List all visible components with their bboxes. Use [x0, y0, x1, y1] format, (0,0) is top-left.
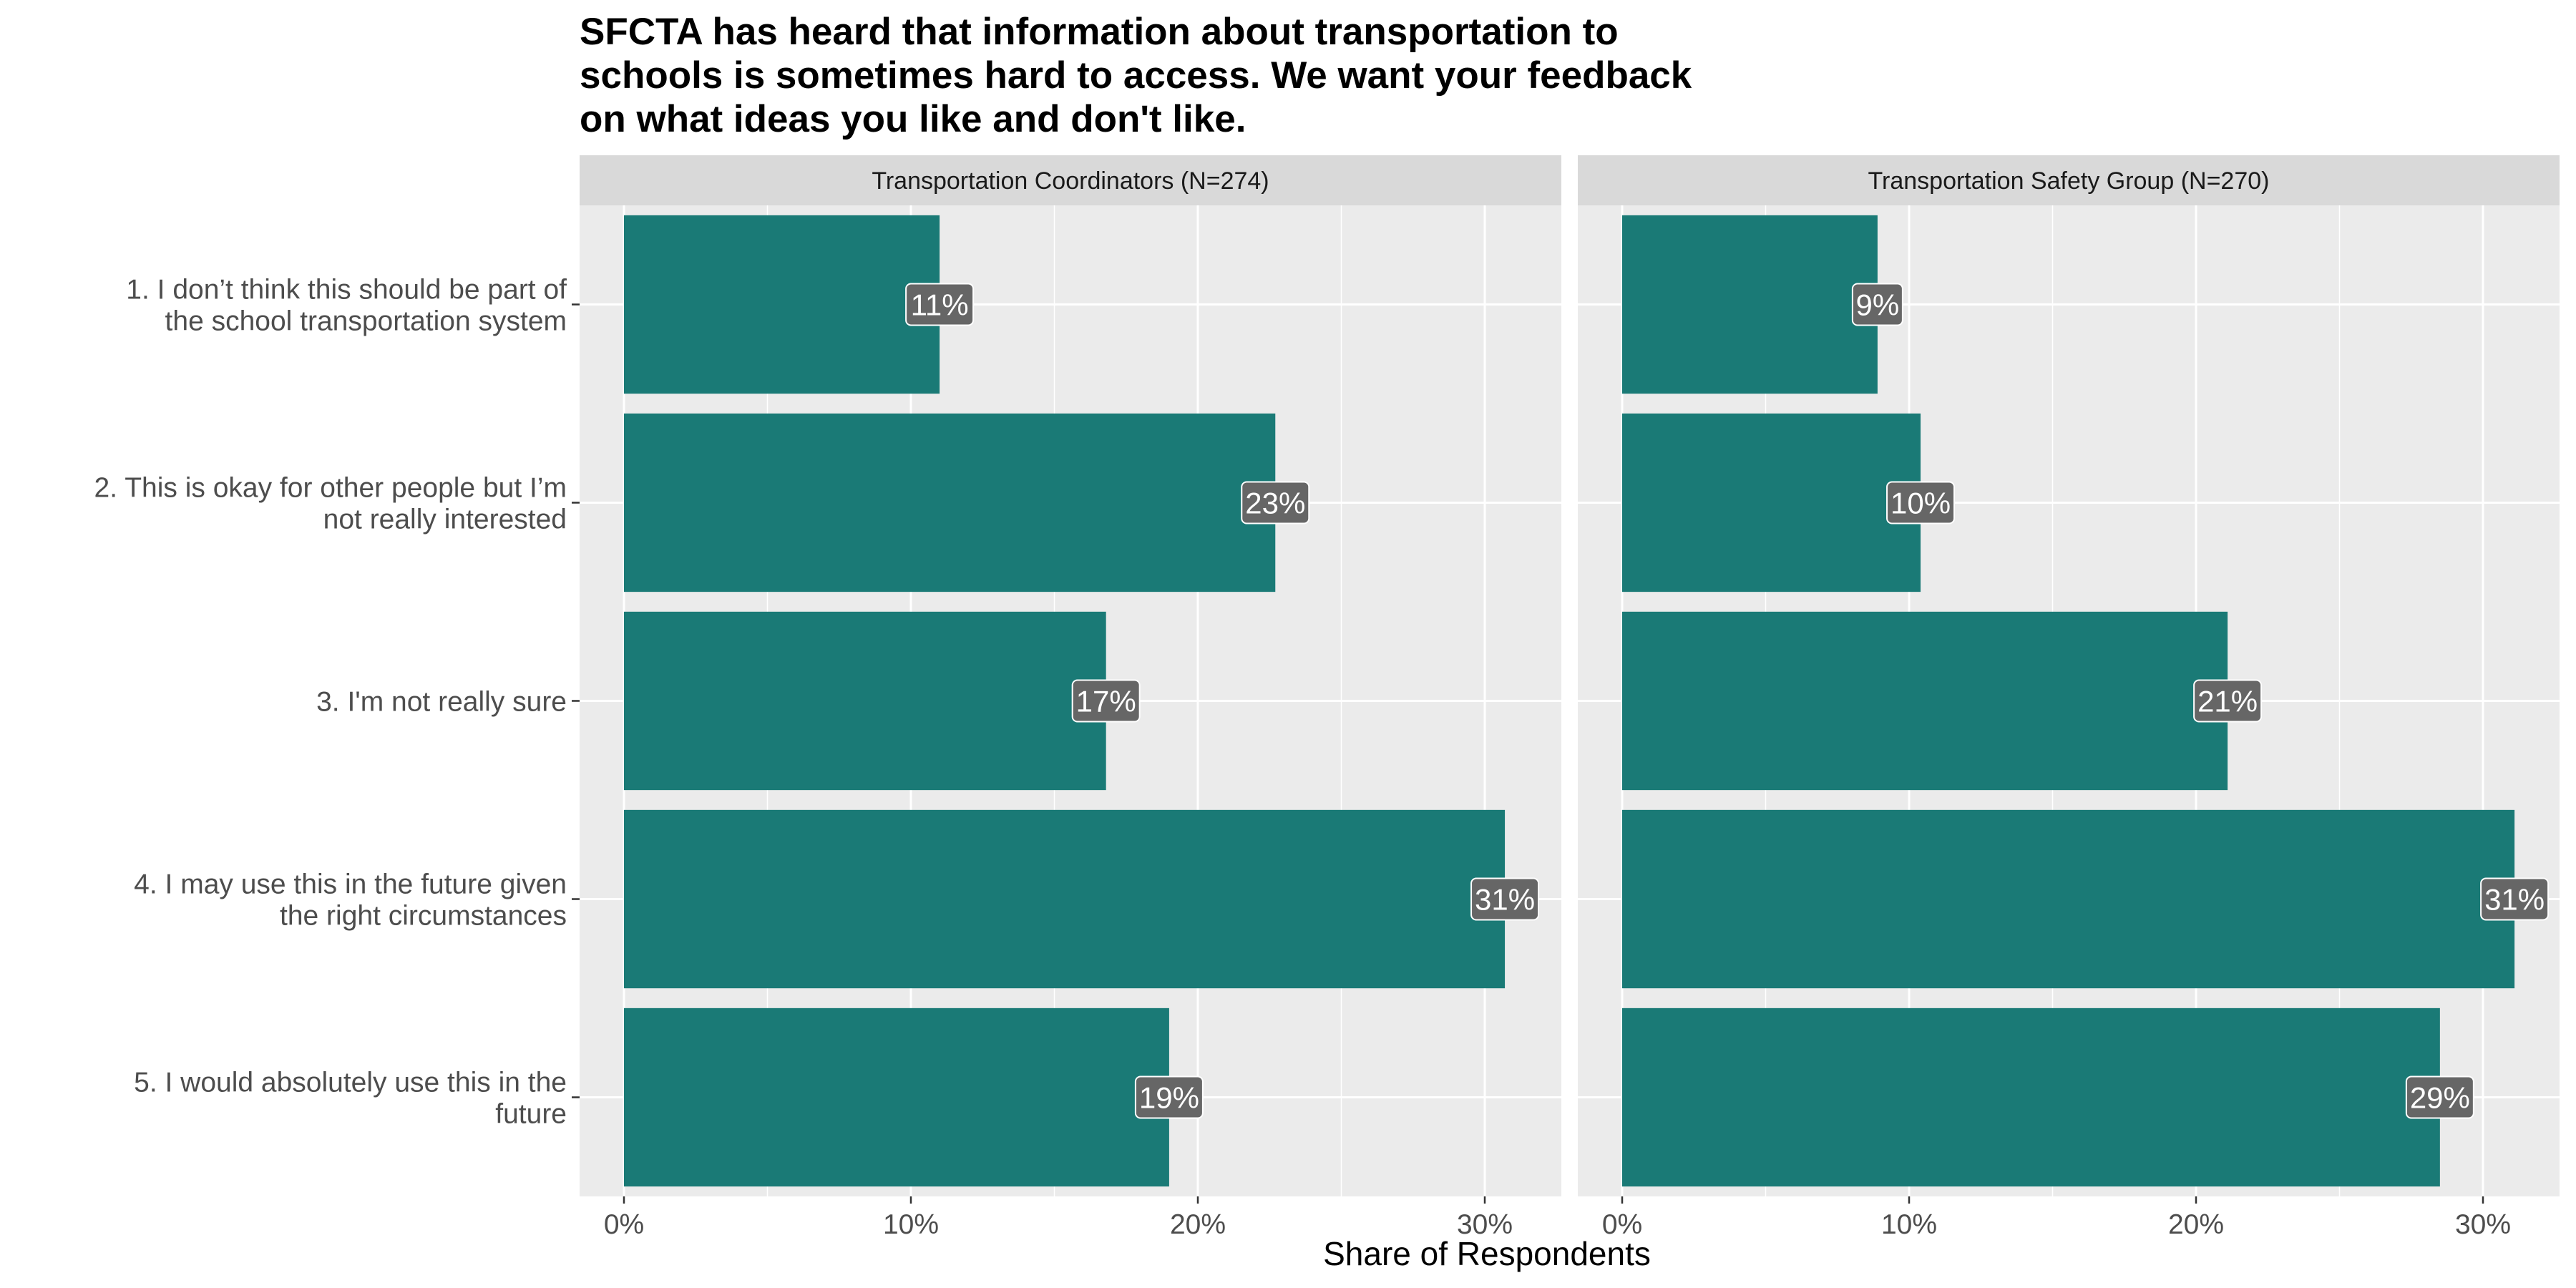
data-label-box [905, 283, 975, 326]
data-label-box [1241, 481, 1310, 525]
facet-strip [1578, 155, 2560, 205]
data-label-box [1886, 481, 1956, 525]
x-tick-label: 0% [1602, 1209, 1642, 1240]
category-label: not really interested [323, 504, 567, 535]
category-label: 2. This is okay for other people but I’m [94, 473, 567, 504]
data-label: 17% [1076, 685, 1136, 718]
category-label: the right circumstances [280, 901, 567, 932]
data-label-box [1470, 877, 1540, 921]
category-label: 4. I may use this in the future given [134, 869, 567, 900]
category-label: 1. I don’t think this should be part of [126, 275, 567, 306]
facet-panels: Transportation Coordinators (N=274) 11% 23… [580, 155, 2560, 1240]
bar [1622, 1008, 2440, 1187]
facet-strip [580, 155, 1561, 205]
x-tick-label: 0% [604, 1209, 644, 1240]
bar [624, 413, 1276, 592]
x-tick-label: 10% [883, 1209, 939, 1240]
data-label-box [1134, 1075, 1204, 1119]
y-axis: 1. I don’t think this should be part oft… [94, 275, 580, 1130]
bar [624, 809, 1506, 989]
data-label: 9% [1856, 288, 1900, 322]
facet-strip-title: Transportation Coordinators (N=274) [872, 167, 1269, 195]
chart-title: SFCTA has heard that information about t… [580, 11, 1692, 140]
x-tick-label: 20% [2168, 1209, 2224, 1240]
bar [624, 215, 940, 394]
data-label: 31% [2484, 883, 2545, 917]
data-label: 29% [2410, 1081, 2470, 1115]
bar [1622, 413, 1921, 592]
facet-panel: Transportation Safety Group (N=270) 9% 10%… [1578, 155, 2560, 1240]
data-label-box [2193, 679, 2263, 723]
data-label-box [2405, 1075, 2474, 1119]
chart-title-line: SFCTA has heard that information about t… [580, 11, 1619, 53]
chart-title-line: schools is sometimes hard to access. We … [580, 54, 1692, 97]
chart-title-line: on what ideas you like and don't like. [580, 98, 1246, 140]
category-label: 3. I'm not really sure [316, 687, 567, 718]
bar [1622, 215, 1878, 394]
data-label-box [1071, 679, 1141, 723]
facet-strip-title: Transportation Safety Group (N=270) [1868, 167, 2270, 195]
data-label: 21% [2197, 685, 2258, 718]
bar [624, 1008, 1169, 1187]
category-label: 5. I would absolutely use this in the [134, 1068, 567, 1098]
facet-panel: Transportation Coordinators (N=274) 11% 23… [580, 155, 1561, 1240]
data-label: 19% [1139, 1081, 1199, 1115]
bar [624, 611, 1106, 791]
bar [1622, 611, 2228, 791]
data-label-box [1851, 283, 1903, 326]
data-label: 10% [1890, 487, 1951, 520]
category-label: future [495, 1099, 567, 1130]
x-tick-label: 20% [1170, 1209, 1226, 1240]
bar [1622, 809, 2515, 989]
x-tick-label: 30% [2455, 1209, 2511, 1240]
data-label: 11% [911, 288, 969, 322]
category-label: the school transportation system [165, 306, 567, 337]
x-axis-title: Share of Respondents [1323, 1235, 1651, 1272]
data-label: 31% [1475, 883, 1535, 917]
data-label: 23% [1245, 487, 1305, 520]
x-tick-label: 30% [1457, 1209, 1513, 1240]
data-label-box [2480, 877, 2550, 921]
x-tick-label: 10% [1881, 1209, 1937, 1240]
